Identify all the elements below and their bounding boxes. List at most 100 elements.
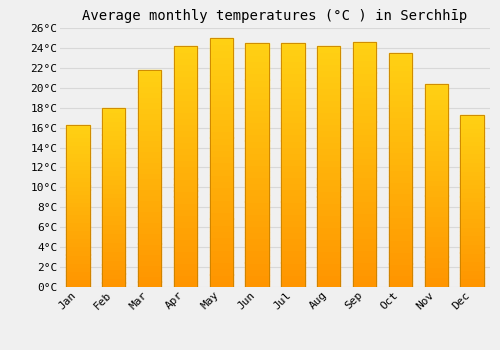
Bar xyxy=(174,106,197,112)
Bar xyxy=(353,226,376,232)
Bar xyxy=(317,76,340,82)
Bar xyxy=(424,251,448,257)
Bar xyxy=(138,113,161,119)
Bar xyxy=(353,170,376,177)
Bar xyxy=(282,49,304,55)
Bar xyxy=(138,80,161,86)
Bar xyxy=(210,75,233,82)
Bar xyxy=(102,229,126,233)
Bar xyxy=(353,232,376,238)
Bar xyxy=(389,199,412,205)
Bar xyxy=(317,263,340,269)
Bar xyxy=(174,245,197,251)
Bar xyxy=(102,107,126,112)
Bar xyxy=(282,79,304,86)
Bar xyxy=(353,103,376,109)
Bar xyxy=(460,149,483,153)
Bar xyxy=(460,270,483,274)
Bar xyxy=(389,146,412,152)
Bar xyxy=(246,140,268,147)
Bar xyxy=(424,99,448,104)
Bar xyxy=(246,92,268,98)
Bar xyxy=(102,175,126,180)
Bar xyxy=(210,63,233,69)
Bar xyxy=(424,155,448,160)
Bar xyxy=(66,165,90,169)
Bar xyxy=(210,194,233,200)
Bar xyxy=(102,126,126,130)
Bar xyxy=(282,55,304,61)
Bar xyxy=(353,189,376,195)
Bar xyxy=(389,234,412,240)
Bar xyxy=(460,115,483,287)
Bar xyxy=(138,271,161,276)
Bar xyxy=(460,209,483,214)
Bar xyxy=(246,226,268,232)
Bar xyxy=(424,124,448,130)
Bar xyxy=(138,254,161,260)
Bar xyxy=(246,268,268,275)
Bar xyxy=(66,133,90,137)
Bar xyxy=(317,160,340,167)
Bar xyxy=(246,202,268,208)
Bar xyxy=(317,178,340,184)
Bar xyxy=(424,134,448,140)
Bar xyxy=(174,100,197,106)
Bar xyxy=(389,59,412,65)
Bar xyxy=(317,166,340,173)
Bar xyxy=(460,265,483,270)
Bar xyxy=(353,195,376,201)
Bar xyxy=(246,147,268,153)
Bar xyxy=(460,235,483,240)
Bar xyxy=(102,121,126,126)
Bar xyxy=(424,130,448,135)
Bar xyxy=(424,246,448,251)
Bar xyxy=(353,134,376,140)
Bar xyxy=(102,152,126,157)
Bar xyxy=(389,252,412,258)
Bar xyxy=(102,282,126,287)
Bar xyxy=(174,154,197,160)
Bar xyxy=(138,211,161,216)
Bar xyxy=(66,194,90,198)
Bar xyxy=(389,211,412,217)
Bar xyxy=(317,233,340,239)
Bar xyxy=(66,246,90,251)
Bar xyxy=(246,238,268,244)
Bar xyxy=(138,281,161,287)
Bar xyxy=(389,158,412,164)
Bar xyxy=(102,134,126,139)
Bar xyxy=(389,152,412,158)
Bar xyxy=(210,38,233,44)
Bar xyxy=(353,146,376,152)
Bar xyxy=(282,104,304,110)
Bar xyxy=(102,188,126,193)
Bar xyxy=(389,53,412,59)
Bar xyxy=(353,128,376,134)
Bar xyxy=(66,173,90,177)
Bar xyxy=(246,67,268,74)
Bar xyxy=(174,142,197,148)
Bar xyxy=(424,94,448,99)
Bar xyxy=(138,146,161,151)
Bar xyxy=(424,119,448,125)
Bar xyxy=(460,123,483,128)
Bar xyxy=(460,158,483,162)
Title: Average monthly temperatures (°C ) in Serchhīp: Average monthly temperatures (°C ) in Se… xyxy=(82,9,468,23)
Bar xyxy=(282,140,304,147)
Bar xyxy=(282,226,304,232)
Bar xyxy=(353,91,376,97)
Bar xyxy=(210,113,233,119)
Bar xyxy=(424,257,448,261)
Bar xyxy=(460,132,483,136)
Bar xyxy=(174,257,197,263)
Bar xyxy=(246,85,268,92)
Bar xyxy=(138,167,161,173)
Bar xyxy=(317,70,340,76)
Bar xyxy=(282,268,304,275)
Bar xyxy=(353,201,376,207)
Bar xyxy=(174,178,197,184)
Bar xyxy=(317,46,340,52)
Bar xyxy=(174,215,197,221)
Bar xyxy=(102,157,126,161)
